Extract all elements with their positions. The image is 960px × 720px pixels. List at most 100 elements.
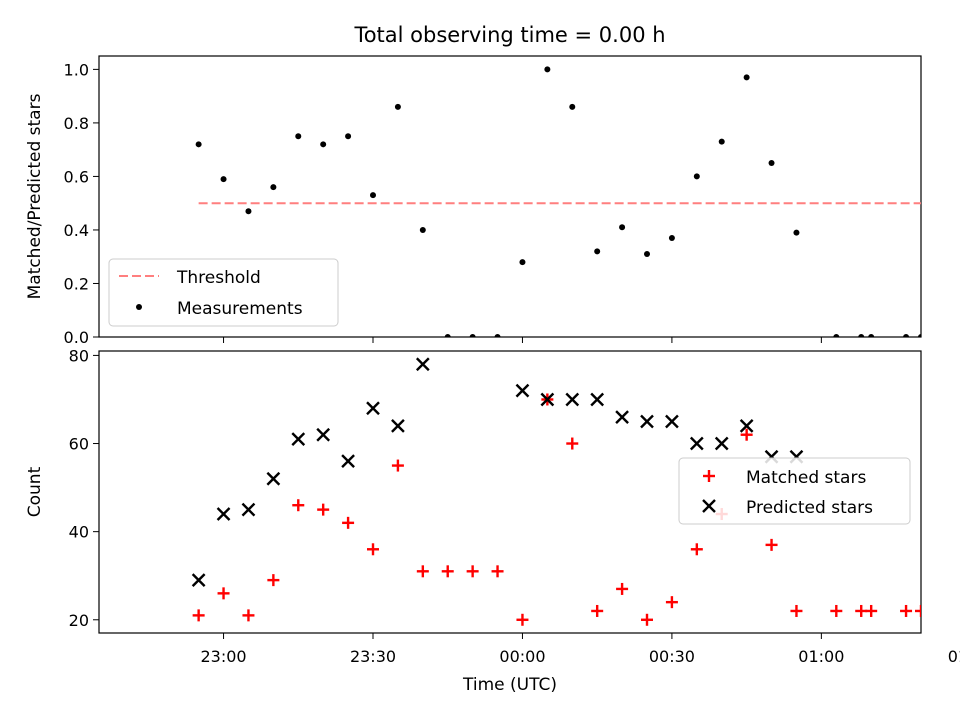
legend-matched-label: Matched stars bbox=[746, 468, 866, 488]
data-point bbox=[868, 334, 875, 337]
data-point bbox=[793, 229, 800, 236]
data-point bbox=[689, 436, 704, 451]
y-tick-label: 1.0 bbox=[64, 60, 89, 79]
legend-threshold-label: Threshold bbox=[176, 268, 261, 288]
data-point bbox=[768, 160, 775, 167]
data-point bbox=[540, 392, 555, 407]
data-point bbox=[245, 208, 252, 215]
x-tick-label: 00:00 bbox=[499, 647, 545, 666]
data-point bbox=[718, 138, 725, 145]
data-point bbox=[441, 565, 454, 578]
data-point bbox=[515, 383, 530, 398]
data-point bbox=[865, 604, 878, 617]
y-tick-label: 0.4 bbox=[64, 221, 89, 240]
data-point bbox=[640, 414, 654, 429]
data-point bbox=[266, 471, 281, 486]
x-tick-label: 01:30 bbox=[948, 647, 960, 666]
data-point bbox=[590, 392, 605, 407]
data-point bbox=[565, 392, 580, 407]
y-tick-label: 0.8 bbox=[64, 114, 89, 133]
data-point bbox=[616, 582, 629, 595]
data-point bbox=[615, 410, 629, 424]
data-point bbox=[291, 432, 306, 446]
data-point bbox=[295, 133, 302, 140]
data-point bbox=[569, 103, 576, 110]
legend-box bbox=[678, 457, 911, 525]
data-point bbox=[195, 141, 202, 148]
x-tick-label: 00:30 bbox=[649, 647, 695, 666]
data-point bbox=[665, 414, 679, 429]
data-point bbox=[345, 133, 352, 140]
data-point bbox=[444, 334, 451, 337]
data-point bbox=[370, 192, 376, 199]
data-point bbox=[619, 224, 626, 231]
data-point bbox=[292, 499, 305, 512]
data-point bbox=[714, 436, 729, 451]
data-point bbox=[466, 565, 479, 578]
axes-frame bbox=[98, 55, 922, 338]
x-axis-label: Time (UTC) bbox=[462, 675, 557, 695]
data-marks bbox=[195, 66, 921, 337]
data-point bbox=[833, 334, 840, 337]
y-tick-label: 60 bbox=[69, 435, 89, 454]
data-point bbox=[858, 334, 865, 337]
legend-matched-swatch bbox=[703, 470, 715, 482]
data-point bbox=[419, 226, 426, 233]
y-axis-label: Count bbox=[25, 466, 45, 517]
data-point bbox=[668, 234, 675, 241]
data-point bbox=[494, 334, 501, 337]
data-marks bbox=[191, 357, 921, 626]
y-tick-label: 80 bbox=[69, 346, 89, 365]
data-point bbox=[594, 248, 601, 255]
y-tick-label: 0.6 bbox=[64, 167, 89, 186]
y-tick-label: 40 bbox=[69, 523, 89, 542]
data-point bbox=[740, 428, 753, 441]
data-point bbox=[918, 334, 921, 337]
data-point bbox=[317, 503, 330, 516]
legend: Matched stars Predicted stars bbox=[678, 457, 911, 525]
x-tick-label: 23:00 bbox=[200, 647, 246, 666]
data-point bbox=[693, 173, 700, 180]
data-point bbox=[416, 565, 429, 578]
data-point bbox=[491, 565, 504, 578]
data-point bbox=[242, 609, 255, 622]
data-point bbox=[790, 604, 803, 617]
data-point bbox=[903, 334, 910, 337]
data-point bbox=[743, 74, 750, 81]
legend-predicted-swatch bbox=[702, 499, 716, 513]
data-point bbox=[566, 437, 579, 450]
legend-measurements-label: Measurements bbox=[177, 299, 303, 319]
data-point bbox=[591, 604, 604, 617]
data-point bbox=[394, 103, 401, 110]
data-point bbox=[644, 251, 650, 258]
data-point bbox=[366, 401, 380, 416]
data-point bbox=[220, 176, 227, 183]
data-point bbox=[191, 573, 206, 587]
data-point bbox=[469, 334, 476, 337]
data-point bbox=[915, 604, 921, 617]
data-point bbox=[544, 66, 551, 73]
figure-title: Total observing time = 0.00 h bbox=[353, 23, 665, 47]
legend-box bbox=[108, 258, 339, 327]
data-point bbox=[192, 609, 205, 622]
data-point bbox=[641, 613, 653, 626]
y-tick-label: 20 bbox=[69, 611, 89, 630]
data-point bbox=[367, 543, 379, 556]
y-tick-label: 0.2 bbox=[64, 274, 89, 293]
top-panel: 0.0 0.2 0.4 0.6 0.8 1.0 Matched/Predicted star… bbox=[25, 55, 922, 347]
axes-frame bbox=[98, 350, 922, 634]
data-point bbox=[391, 459, 404, 472]
data-point bbox=[241, 502, 256, 517]
data-point bbox=[739, 419, 754, 433]
y-axis-label: Matched/Predicted stars bbox=[25, 93, 45, 299]
legend-measurements-swatch bbox=[136, 304, 142, 310]
data-point bbox=[765, 538, 778, 551]
data-point bbox=[270, 184, 277, 191]
data-point bbox=[342, 516, 355, 529]
data-point bbox=[316, 427, 331, 442]
x-tick-label: 01:00 bbox=[798, 647, 844, 666]
y-tick-label: 0.0 bbox=[64, 328, 89, 347]
data-point bbox=[216, 507, 231, 521]
legend: Threshold Measurements bbox=[108, 258, 339, 327]
